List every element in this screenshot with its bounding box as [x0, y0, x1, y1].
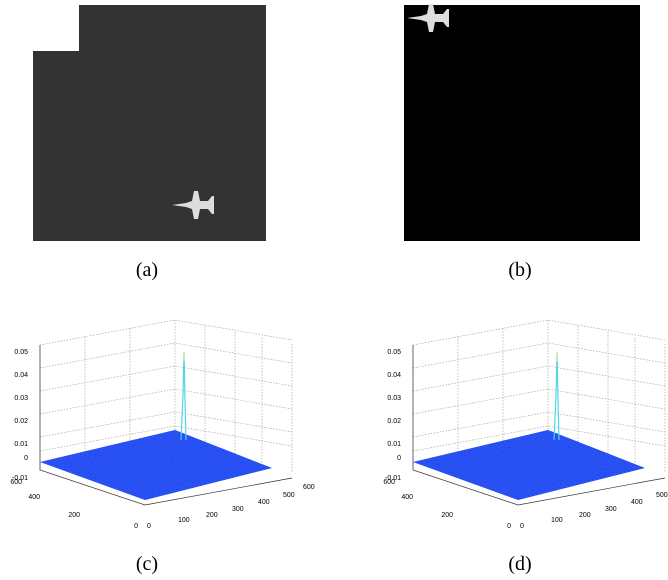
caption: (a) [136, 259, 158, 281]
surface-texture [40, 430, 272, 500]
grid-line [39, 388, 293, 415]
z-tick-label: 0.05 [387, 349, 401, 356]
z-tick-label: 0.04 [387, 372, 401, 379]
z-tick-label: -0.01 [12, 475, 28, 482]
caption: (d) [508, 553, 531, 575]
image-b [404, 4, 640, 241]
grid-line [412, 365, 666, 392]
axis-edge [39, 345, 293, 506]
y-tick-label: 0 [507, 523, 511, 530]
z-tick-label: 0.03 [387, 395, 401, 402]
grid-line [39, 365, 293, 392]
x-tick-label: 400 [258, 499, 270, 506]
grid-line [412, 342, 666, 369]
z-tick-label: 0.01 [14, 441, 28, 448]
y-tick-label: 0 [134, 523, 138, 530]
caption: (c) [136, 553, 158, 575]
x-tick-label: 0 [147, 523, 151, 530]
peak [553, 351, 560, 441]
x-tick-label: 0 [520, 523, 524, 530]
surface-texture [413, 430, 645, 500]
grid-line [412, 319, 666, 346]
z-tick-label: 0.02 [14, 418, 28, 425]
x-tick-label: 200 [579, 512, 591, 519]
z-tick-label: 0.01 [387, 441, 401, 448]
grid-line [39, 342, 293, 369]
grid-line [412, 411, 666, 438]
caption: (b) [508, 259, 531, 281]
x-tick-label: 300 [605, 506, 617, 513]
z-tick-label: 0.04 [14, 372, 28, 379]
image-a [33, 5, 266, 241]
axis-edge [412, 345, 666, 506]
grid-line [412, 388, 666, 415]
y-tick-label: 600 [383, 479, 395, 486]
peak [180, 351, 187, 441]
z-tick-label: -0.01 [385, 475, 401, 482]
y-tick-label: 400 [28, 494, 40, 501]
y-tick-label: 400 [401, 494, 413, 501]
z-tick-label: 0 [397, 455, 401, 462]
x-tick-label: 400 [631, 499, 643, 506]
x-tick-label: 200 [206, 512, 218, 519]
z-tick-label: 0 [24, 455, 28, 462]
y-tick-label: 200 [441, 512, 453, 519]
grid-line [39, 319, 293, 346]
x-tick-label: 300 [232, 506, 244, 513]
x-tick-label: 500 [283, 492, 295, 499]
x-tick-label: 500 [656, 492, 668, 499]
grid-line [39, 411, 293, 438]
x-tick-label: 600 [303, 484, 315, 491]
y-tick-label: 600 [10, 479, 22, 486]
z-tick-label: 0.03 [14, 395, 28, 402]
x-tick-label: 100 [178, 517, 190, 524]
z-tick-label: 0.05 [14, 349, 28, 356]
y-tick-label: 200 [68, 512, 80, 519]
x-tick-label: 100 [551, 517, 563, 524]
z-tick-label: 0.02 [387, 418, 401, 425]
